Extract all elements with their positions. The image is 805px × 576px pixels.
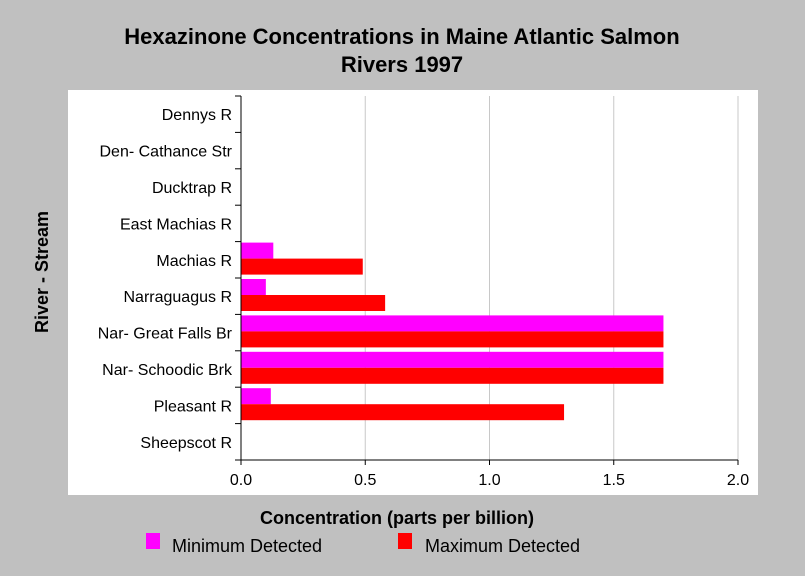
y-tick-label-5: Narraguagus R (124, 289, 233, 306)
x-axis-title: Concentration (parts per billion) (260, 508, 534, 528)
chart-title-line-2: Rivers 1997 (341, 52, 463, 77)
bar-min-5 (241, 279, 266, 295)
bar-min-8 (241, 388, 271, 405)
y-tick-label-4: Machias R (156, 253, 232, 270)
plot-panel (68, 90, 758, 495)
y-tick-label-8: Pleasant R (154, 398, 232, 415)
chart-title-line-1: Hexazinone Concentrations in Maine Atlan… (124, 24, 679, 49)
y-tick-label-6: Nar- Great Falls Br (98, 326, 233, 343)
legend-label-1: Maximum Detected (425, 536, 580, 556)
y-axis: Dennys R Den- Cathance Str Ducktrap R East … (98, 95, 242, 461)
bar-max-5 (241, 295, 386, 311)
bar-min-6 (241, 315, 664, 332)
y-tick-label-2: Ducktrap R (152, 180, 232, 197)
legend-swatch-0 (146, 533, 160, 549)
bar-min-7 (241, 351, 664, 368)
x-tick-label-4: 2.0 (727, 472, 749, 489)
y-tick-label-0: Dennys R (162, 107, 232, 124)
grid-lines (364, 96, 739, 460)
bar-max-6 (241, 331, 664, 348)
y-tick-label-9: Sheepscot R (140, 435, 232, 452)
y-axis-title: River - Stream (32, 211, 52, 333)
y-tick-label-3: East Machias R (120, 216, 232, 233)
bar-max-4 (241, 258, 363, 275)
y-tick-label-1: Den- Cathance Str (99, 144, 232, 161)
x-tick-label-3: 1.5 (603, 472, 625, 489)
bars (241, 242, 664, 421)
y-tick-label-7: Nar- Schoodic Brk (102, 362, 233, 379)
legend-label-0: Minimum Detected (172, 536, 322, 556)
bar-min-4 (241, 242, 274, 259)
bar-max-7 (241, 367, 664, 384)
x-tick-label-1: 0.5 (354, 472, 376, 489)
legend-swatch-1 (398, 533, 412, 549)
bar-max-8 (241, 404, 565, 421)
x-tick-label-0: 0.0 (230, 472, 252, 489)
legend: Minimum Detected Maximum Detected (146, 533, 580, 556)
x-axis: 0.0 0.5 1.0 1.5 2.0 (230, 459, 749, 489)
x-tick-label-2: 1.0 (478, 472, 500, 489)
